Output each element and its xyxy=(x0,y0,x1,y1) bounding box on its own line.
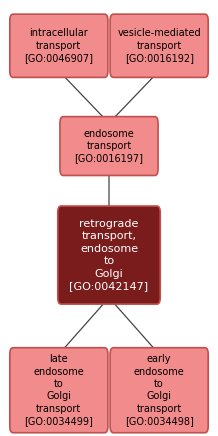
FancyBboxPatch shape xyxy=(58,206,160,304)
FancyBboxPatch shape xyxy=(110,348,208,433)
Text: early
endosome
to
Golgi
transport
[GO:0034498]: early endosome to Golgi transport [GO:00… xyxy=(125,354,194,426)
FancyBboxPatch shape xyxy=(60,116,158,175)
FancyBboxPatch shape xyxy=(10,14,108,78)
FancyBboxPatch shape xyxy=(110,14,208,78)
FancyBboxPatch shape xyxy=(10,348,108,433)
Text: retrograde
transport,
endosome
to
Golgi
[GO:0042147]: retrograde transport, endosome to Golgi … xyxy=(70,219,148,291)
Text: intracellular
transport
[GO:0046907]: intracellular transport [GO:0046907] xyxy=(24,28,93,63)
Text: late
endosome
to
Golgi
transport
[GO:0034499]: late endosome to Golgi transport [GO:003… xyxy=(24,354,93,426)
Text: vesicle-mediated
transport
[GO:0016192]: vesicle-mediated transport [GO:0016192] xyxy=(117,28,201,63)
Text: endosome
transport
[GO:0016197]: endosome transport [GO:0016197] xyxy=(75,129,143,164)
